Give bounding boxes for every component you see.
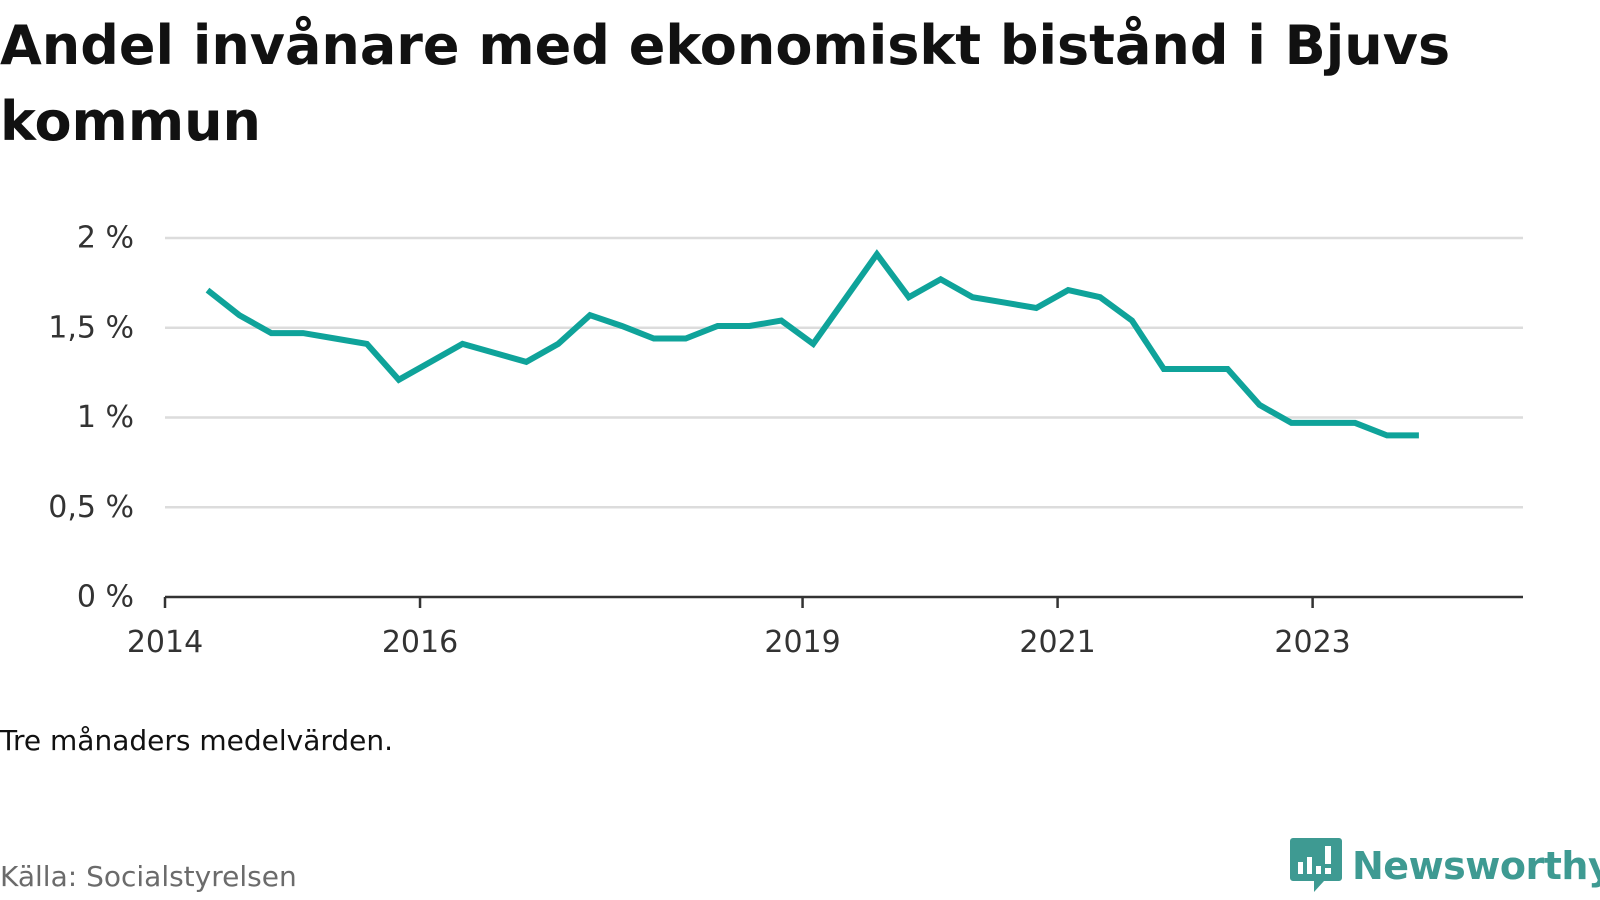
- newsworthy-logo-icon: [1290, 838, 1342, 892]
- y-axis: 0 % 0,5 % 1 % 1,5 % 2 %: [48, 221, 134, 615]
- series-line: [205, 249, 1419, 439]
- x-tick-label: 2021: [1019, 625, 1095, 660]
- x-axis: 2014 2016 2019 2021 2023: [127, 597, 1351, 660]
- y-tick-label: 0,5 %: [48, 490, 134, 525]
- grid-lines: [165, 236, 1523, 509]
- chart-note: Tre månaders medelvärden.: [0, 724, 394, 757]
- chart-title: Andel invånare med ekonomiskt bistånd i …: [0, 14, 1451, 153]
- x-tick-label: 2016: [382, 625, 458, 660]
- brand-name: Newsworthy: [1352, 844, 1600, 888]
- newsworthy-logo: Newsworthy: [1290, 838, 1600, 894]
- y-tick-label: 1,5 %: [48, 310, 134, 345]
- x-tick-label: 2023: [1274, 625, 1350, 660]
- y-tick-label: 2 %: [77, 221, 134, 256]
- y-tick-label: 1 %: [77, 400, 134, 435]
- x-tick-label: 2014: [127, 625, 203, 660]
- x-tick-label: 2019: [764, 625, 840, 660]
- y-tick-label: 0 %: [77, 580, 134, 615]
- source-text: Källa: Socialstyrelsen: [0, 860, 297, 893]
